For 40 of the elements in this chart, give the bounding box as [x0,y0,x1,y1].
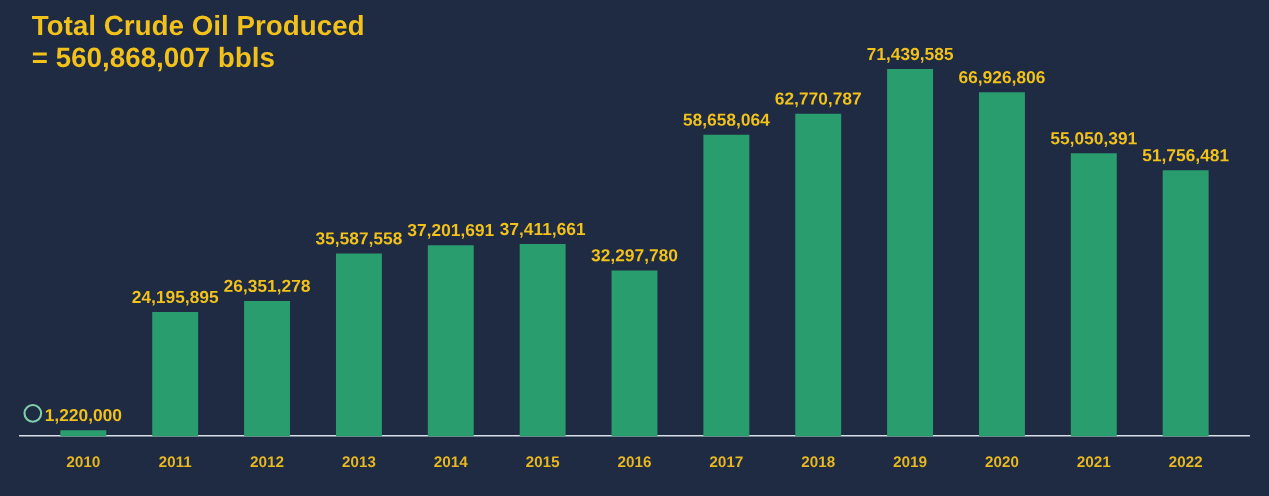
x-tick-label: 2010 [66,456,100,468]
x-tick-label: 2019 [893,456,927,468]
x-tick-label: 2013 [342,456,376,468]
x-tick-label: 2011 [159,456,192,468]
data-label: 71,439,585 [867,47,954,63]
bar [611,270,658,437]
bar [795,113,842,437]
x-tick-label: 2020 [985,456,1019,468]
data-label: 51,756,481 [1142,149,1229,164]
x-tick-label: 2022 [1169,456,1203,468]
bar [60,430,107,437]
chart-title: Total Crude Oil Produced = 560,868,007 bbls [32,14,363,72]
data-label: 1,220,000 [45,408,122,424]
bar [703,134,750,437]
bar [427,245,474,437]
bar [335,253,382,437]
data-label: 58,658,064 [683,113,770,129]
data-label: 35,587,558 [315,232,402,248]
x-tick-label: 2015 [526,456,560,468]
bar [519,244,566,437]
x-tick-label: 2021 [1077,456,1111,468]
x-tick-label: 2018 [801,456,835,468]
data-label: 62,770,787 [775,92,861,108]
data-label: 24,195,895 [132,290,219,306]
bar [1162,170,1209,437]
x-tick-label: 2017 [709,456,743,468]
data-label: 66,926,806 [959,71,1045,86]
x-tick-label: 2014 [434,456,468,468]
data-label: 32,297,780 [591,249,678,264]
data-label: 26,351,278 [224,279,310,295]
bar [978,92,1025,437]
x-tick-label: 2016 [618,456,651,468]
data-label: 37,411,661 [500,222,586,238]
data-label: 37,201,691 [407,223,494,239]
x-tick-label: 2012 [250,456,284,468]
bar [1070,153,1117,437]
bar [152,312,199,437]
data-label: 55,050,391 [1050,132,1137,147]
bar [887,69,934,437]
bar [244,300,291,437]
